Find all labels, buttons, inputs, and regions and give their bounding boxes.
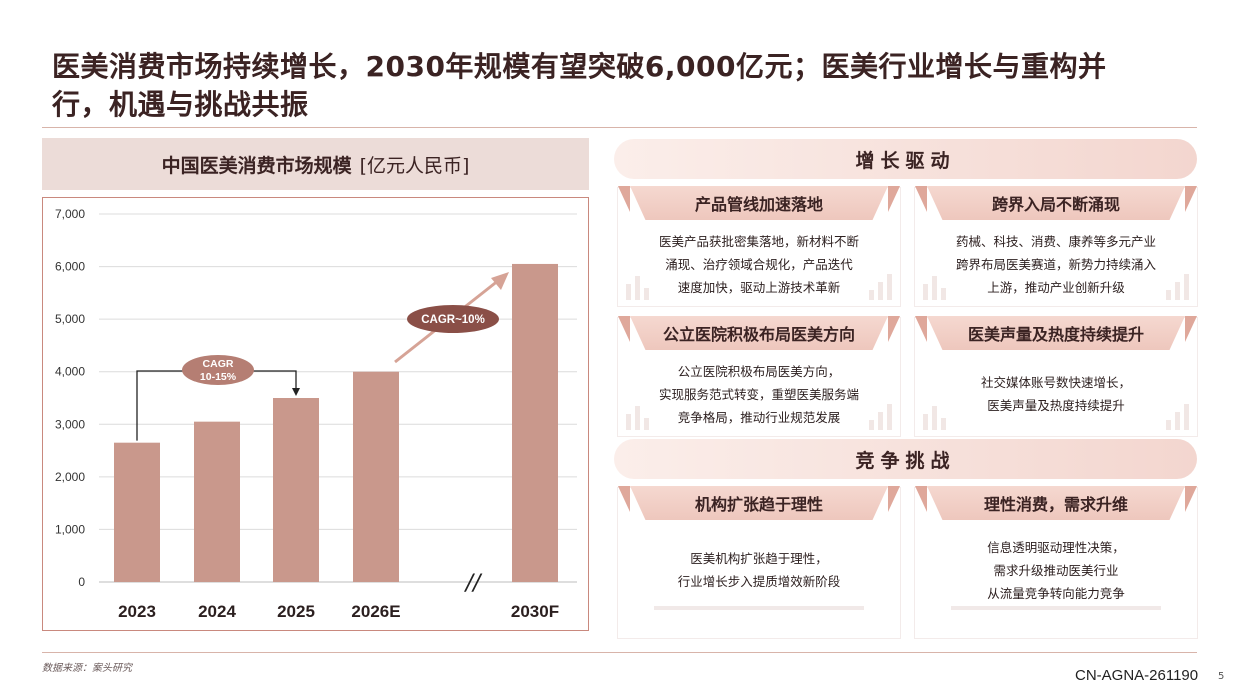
chart-title: 中国医美消费市场规模 <box>161 154 352 177</box>
y-tick-label: 5,000 <box>55 312 85 326</box>
cagr-arrowhead <box>292 388 300 396</box>
y-tick-label: 2,000 <box>55 470 85 484</box>
card-body: 医美机构扩张趋于理性， 行业增长步入提质增效新阶段 <box>618 522 900 618</box>
page-title-line-2: 行，机遇与挑战共振 <box>52 88 309 121</box>
section-growth-drivers: 增长驱动 <box>614 139 1197 179</box>
card-title: 理性消费，需求升维 <box>927 486 1185 520</box>
tab-wing-left <box>915 486 927 512</box>
card-line: 公立医院积极布局医美方向， <box>677 363 841 379</box>
card-line: 跨界布局医美赛道，新势力持续涌入 <box>955 256 1156 272</box>
card-body: 医美产品获批密集落地，新材料不断 涌现、治疗领域合规化，产品迭代 速度加快，驱动… <box>618 222 900 306</box>
card-line: 竞争格局，推动行业规范发展 <box>677 409 841 425</box>
tab-wing-left <box>915 316 927 342</box>
tab-wing-right <box>888 316 900 342</box>
card-title: 跨界入局不断涌现 <box>927 186 1185 220</box>
card-rational-expansion: 机构扩张趋于理性 医美机构扩张趋于理性， 行业增长步入提质增效新阶段 <box>618 486 900 638</box>
card-line: 信息透明驱动理性决策， <box>987 539 1125 555</box>
chart-header: 中国医美消费市场规模 [亿元人民币] <box>42 138 589 190</box>
data-source: 数据来源：案头研究 <box>42 663 132 674</box>
cagr-badge-2 <box>407 305 499 333</box>
y-tick-label: 4,000 <box>55 365 85 379</box>
tab-wing-left <box>915 186 927 212</box>
document-code: CN-AGNA-261190 <box>1075 667 1199 684</box>
tab-wing-left <box>618 316 630 342</box>
card-rational-consumption: 理性消费，需求升维 信息透明驱动理性决策， 需求升级推动医美行业 从流量竞争转向… <box>915 486 1197 638</box>
card-body: 公立医院积极布局医美方向， 实现服务范式转变，重塑医美服务端 竞争格局，推动行业… <box>618 352 900 436</box>
cagr-growth-arrowhead <box>491 272 509 290</box>
tab-wing-right <box>888 186 900 212</box>
card-line: 医美机构扩张趋于理性， <box>690 551 828 566</box>
card-line: 行业增长步入提质增效新阶段 <box>677 574 841 589</box>
y-tick-label: 1,000 <box>55 522 85 536</box>
cagr-bracket-drop <box>290 370 297 390</box>
title-divider <box>42 127 1197 128</box>
card-title: 产品管线加速落地 <box>630 186 888 220</box>
tab-wing-right <box>1185 486 1197 512</box>
cagr-label-1-line-2: 10-15% <box>200 371 237 383</box>
card-public-hospitals: 公立医院积极布局医美方向 公立医院积极布局医美方向， 实现服务范式转变，重塑医美… <box>618 316 900 436</box>
bar <box>273 398 319 582</box>
y-tick-label: 3,000 <box>55 417 85 431</box>
card-cross-industry: 跨界入局不断涌现 药械、科技、消费、康养等多元产业 跨界布局医美赛道，新势力持续… <box>915 186 1197 306</box>
bar-chart: 0 1,000 2,000 3,000 4,000 5,000 6,000 7,000 2023… <box>55 207 577 621</box>
bar <box>114 442 160 582</box>
card-line: 实现服务范式转变，重塑医美服务端 <box>658 386 859 402</box>
card-line: 需求升级推动医美行业 <box>993 562 1119 578</box>
tab-wing-right <box>888 486 900 512</box>
bar <box>194 421 240 582</box>
card-social-buzz: 医美声量及热度持续提升 社交媒体账号数快速增长， 医美声量及热度持续提升 <box>915 316 1197 436</box>
y-tick-label: 6,000 <box>55 260 85 274</box>
y-tick-label: 7,000 <box>55 207 85 221</box>
card-body: 药械、科技、消费、康养等多元产业 跨界布局医美赛道，新势力持续涌入 上游，推动产… <box>915 222 1197 306</box>
page-title-line-1: 医美消费市场持续增长，2030年规模有望突破6,000亿元；医美行业增长与重构并 <box>52 50 1107 83</box>
card-line: 涌现、治疗领域合规化，产品迭代 <box>665 256 853 272</box>
cagr-label-2: CAGR~10% <box>421 314 485 326</box>
card-title: 公立医院积极布局医美方向 <box>630 316 888 350</box>
x-tick-label: 2030F <box>511 602 559 621</box>
cagr-label-1-line-1: CAGR <box>203 358 234 370</box>
y-tick-label: 0 <box>78 575 85 589</box>
card-line: 医美产品获批密集落地，新材料不断 <box>658 233 859 249</box>
card-body: 社交媒体账号数快速增长， 医美声量及热度持续提升 <box>915 352 1197 436</box>
x-tick-label: 2023 <box>118 602 156 621</box>
tab-wing-left <box>618 486 630 512</box>
tab-wing-right <box>1185 186 1197 212</box>
section-competition-challenges: 竞争挑战 <box>614 439 1197 479</box>
card-line: 速度加快，驱动上游技术革新 <box>677 279 841 295</box>
card-underline <box>951 606 1161 610</box>
axis-break-mark: // <box>464 571 483 596</box>
footer-divider <box>42 652 1197 653</box>
page-number: 5 <box>1218 671 1225 682</box>
card-title: 医美声量及热度持续提升 <box>927 316 1185 350</box>
chart-unit: [亿元人民币] <box>359 154 470 177</box>
x-tick-label: 2025 <box>277 602 315 621</box>
card-line: 从流量竞争转向能力竞争 <box>987 585 1125 601</box>
card-line: 社交媒体账号数快速增长， <box>980 375 1131 390</box>
card-body: 信息透明驱动理性决策， 需求升级推动医美行业 从流量竞争转向能力竞争 <box>915 522 1197 618</box>
card-line: 上游，推动产业创新升级 <box>987 279 1125 295</box>
x-tick-label: 2026E <box>351 602 400 621</box>
bar <box>512 263 558 582</box>
card-title: 机构扩张趋于理性 <box>630 486 888 520</box>
tab-wing-right <box>1185 316 1197 342</box>
bar <box>353 371 399 582</box>
card-line: 药械、科技、消费、康养等多元产业 <box>955 233 1156 249</box>
card-product-pipeline: 产品管线加速落地 医美产品获批密集落地，新材料不断 涌现、治疗领域合规化，产品迭… <box>618 186 900 306</box>
tab-wing-left <box>618 186 630 212</box>
chart-container: 0 1,000 2,000 3,000 4,000 5,000 6,000 7,000 2023… <box>42 197 589 631</box>
card-underline <box>654 606 864 610</box>
page-title: 医美消费市场持续增长，2030年规模有望突破6,000亿元；医美行业增长与重构并… <box>52 48 1202 124</box>
card-line: 医美声量及热度持续提升 <box>987 398 1125 413</box>
x-tick-label: 2024 <box>198 602 236 621</box>
cagr-badge-1 <box>182 355 254 385</box>
